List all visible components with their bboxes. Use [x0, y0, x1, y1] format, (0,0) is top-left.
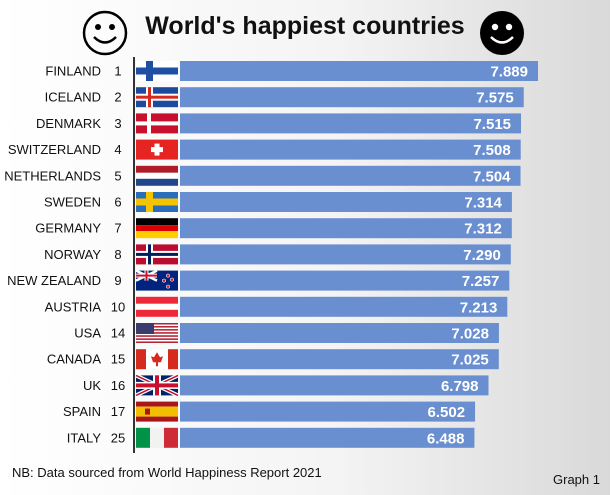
- value-label: 7.508: [473, 142, 511, 159]
- rank-label: 3: [114, 116, 121, 131]
- rank-label: 14: [111, 326, 125, 341]
- country-label: NORWAY: [44, 247, 101, 262]
- value-label: 7.312: [464, 221, 502, 238]
- denmark-flag-icon: [136, 113, 178, 134]
- country-label: FINLAND: [45, 64, 101, 79]
- bar: [180, 61, 538, 81]
- bar: [180, 244, 511, 265]
- graph-label: Graph 1: [553, 472, 600, 487]
- country-label: SWITZERLAND: [8, 142, 101, 157]
- austria-flag-icon: [136, 296, 178, 317]
- country-label: GERMANY: [35, 221, 101, 236]
- country-label: USA: [74, 326, 101, 341]
- bar: [180, 113, 522, 134]
- rank-label: 6: [114, 195, 121, 210]
- bar: [180, 270, 510, 291]
- chart-title: World's happiest countries: [145, 12, 465, 40]
- uk-flag-icon: [135, 373, 179, 398]
- rank-label: 25: [111, 430, 125, 445]
- bar: [180, 427, 475, 448]
- value-label: 7.515: [473, 116, 511, 133]
- bar: [180, 139, 521, 160]
- rank-label: 16: [111, 378, 125, 393]
- bar: [180, 296, 508, 317]
- bar-chart: FINLAND 1 7.889 ICELAND 2 7.575 DENMARK 3 7.515 S…: [4, 57, 538, 453]
- country-label: UK: [83, 378, 101, 393]
- country-label: SPAIN: [63, 404, 101, 419]
- country-label: CANADA: [47, 352, 102, 367]
- new-zealand-flag-icon: [135, 269, 178, 291]
- country-label: ITALY: [67, 430, 102, 445]
- country-label: DENMARK: [36, 116, 101, 131]
- rank-label: 17: [111, 404, 125, 419]
- value-label: 7.290: [463, 247, 501, 264]
- country-label: NEW ZEALAND: [7, 273, 101, 288]
- value-label: 7.314: [464, 195, 502, 212]
- value-label: 7.889: [490, 64, 528, 81]
- bar: [180, 375, 489, 396]
- value-label: 6.502: [428, 404, 466, 421]
- bar: [180, 165, 521, 186]
- rank-label: 2: [114, 90, 121, 105]
- bar: [180, 87, 524, 108]
- finland-flag-icon: [136, 61, 178, 81]
- bar: [180, 192, 512, 212]
- value-label: 6.488: [427, 430, 465, 447]
- data-source-note: NB: Data sourced from World Happiness Re…: [12, 465, 322, 480]
- rank-label: 1: [114, 64, 121, 79]
- rank-label: 9: [114, 273, 121, 288]
- rank-label: 8: [114, 247, 121, 262]
- rank-label: 7: [114, 221, 121, 236]
- bar: [180, 218, 512, 239]
- bar: [180, 349, 499, 370]
- value-label: 7.213: [460, 299, 498, 316]
- value-label: 7.028: [451, 326, 489, 343]
- netherlands-flag-icon: [136, 165, 178, 186]
- sweden-flag-icon: [136, 192, 178, 212]
- switzerland-flag-icon: [136, 139, 178, 160]
- rank-label: 5: [114, 168, 121, 183]
- smiley-filled-icon: [480, 11, 524, 55]
- italy-flag-icon: [136, 427, 178, 448]
- bar: [180, 323, 499, 343]
- norway-flag-icon: [136, 244, 178, 265]
- bar: [180, 401, 476, 422]
- germany-flag-icon: [136, 218, 178, 239]
- country-label: ICELAND: [45, 90, 101, 105]
- value-label: 7.025: [451, 352, 489, 369]
- country-label: SWEDEN: [44, 195, 101, 210]
- country-label: NETHERLANDS: [4, 168, 101, 183]
- country-label: AUSTRIA: [45, 299, 102, 314]
- smiley-outline-icon: [82, 10, 128, 56]
- usa-flag-icon: [136, 323, 178, 343]
- rank-label: 4: [114, 142, 121, 157]
- canada-flag-icon: [136, 349, 178, 370]
- value-label: 7.575: [476, 90, 514, 107]
- value-label: 6.798: [441, 378, 479, 395]
- rank-label: 10: [111, 299, 125, 314]
- iceland-flag-icon: [136, 87, 178, 108]
- rank-label: 15: [111, 352, 125, 367]
- value-label: 7.504: [473, 168, 511, 185]
- value-label: 7.257: [462, 273, 500, 290]
- spain-flag-icon: [136, 401, 178, 422]
